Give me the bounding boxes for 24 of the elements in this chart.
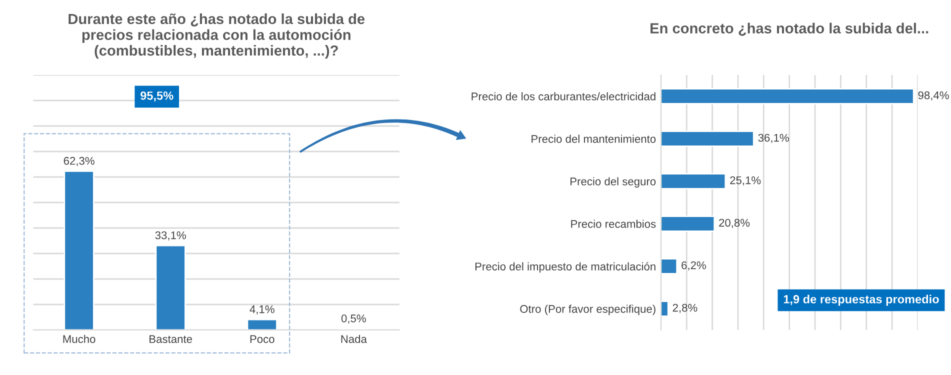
y-tick-label: Precio del seguro xyxy=(570,177,656,188)
y-tick-label: Precio del impuesto de matriculación xyxy=(475,262,656,273)
data-label: 2,8% xyxy=(672,304,698,314)
annotation: 1,9 de respuestas promedio xyxy=(784,294,939,306)
annotation: 95,5% xyxy=(140,91,174,102)
x-tick-label: Poco xyxy=(250,335,274,344)
chart-title: En concreto ¿has notado la subida del... xyxy=(650,22,928,36)
data-label: 62,3% xyxy=(64,156,94,166)
x-tick-label: Mucho xyxy=(63,334,96,344)
y-tick-label: Otro (Por favor especifique) xyxy=(520,304,656,316)
data-label: 0,5% xyxy=(341,314,366,324)
chart-title: Durante este año ¿has notado la subida de precios relacionada con la automoción (combustibles, mantenimiento, ...)? xyxy=(68,13,365,59)
data-label: 6,2% xyxy=(682,261,706,271)
data-label: 36,1% xyxy=(758,134,789,144)
y-tick-label: Precio recambios xyxy=(571,220,656,228)
data-label: 20,8% xyxy=(719,218,750,228)
x-tick-label: Bastante xyxy=(150,335,192,344)
y-tick-label: Precio de los carburantes/electricidad xyxy=(472,92,656,100)
y-tick-label: Precio del mantenimiento xyxy=(532,134,656,143)
data-label: 4,1% xyxy=(250,305,274,314)
x-tick-label: Nada xyxy=(341,334,367,344)
data-label: 33,1% xyxy=(155,231,186,241)
data-label: 98,4% xyxy=(918,91,949,101)
data-label: 25,1% xyxy=(730,176,761,186)
